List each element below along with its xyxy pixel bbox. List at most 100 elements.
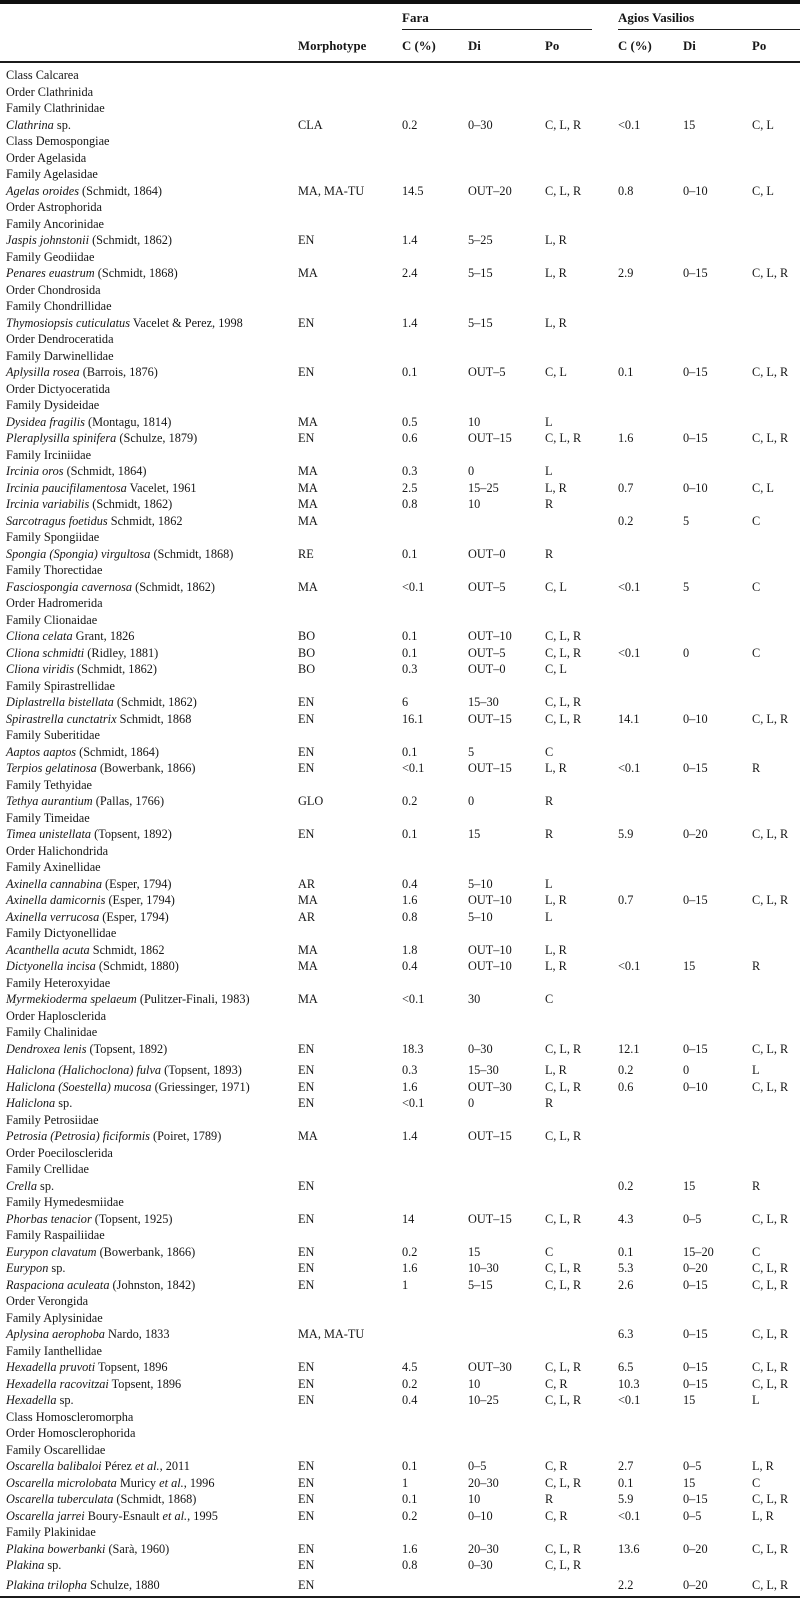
name-italic-segment: Sarcotragus foetidus bbox=[6, 513, 108, 528]
agios-depth-cell bbox=[683, 1442, 752, 1459]
taxon-name: Axinella verrucosa (Esper, 1794) bbox=[6, 909, 298, 926]
fara-cover-cell bbox=[402, 1310, 468, 1327]
agios-cover-cell bbox=[618, 909, 683, 926]
agios-depth-cell bbox=[683, 315, 752, 332]
agios-depth-cell bbox=[683, 463, 752, 480]
species-row: Plakina bowerbanki (Sarà, 1960) EN 1.6 20–3… bbox=[0, 1541, 800, 1558]
name-roman-segment: Order Homosclerophorida bbox=[6, 1426, 136, 1440]
fara-position-cell: C, L, R bbox=[545, 117, 582, 132]
fara-position-cell: C bbox=[545, 744, 554, 759]
morphotype-cell: MA bbox=[298, 266, 318, 280]
fara-position-cell: L bbox=[545, 876, 553, 891]
fara-position-cell: C, L, R bbox=[545, 1277, 582, 1292]
fara-cover-cell: 0.2 bbox=[402, 117, 418, 132]
taxon-group-row: Family Petrosiidae bbox=[0, 1112, 800, 1129]
fara-depth-cell bbox=[468, 331, 545, 348]
taxon-group-row: Family Hymedesmiidae bbox=[0, 1194, 800, 1211]
taxon-group-row: Order Halichondrida bbox=[0, 843, 800, 860]
agios-position-cell: C bbox=[752, 1244, 761, 1259]
name-italic-segment: Eurypon bbox=[6, 1261, 49, 1275]
fara-depth-cell bbox=[468, 810, 545, 827]
taxon-name: Plakina trilopha Schulze, 1880 bbox=[6, 1577, 298, 1594]
name-roman-segment: (Schmidt, 1868) bbox=[150, 546, 234, 561]
agios-cover-cell: 0.6 bbox=[618, 1079, 634, 1094]
taxon-name: Spongia (Spongia) virgultosa (Schmidt, 1… bbox=[6, 546, 298, 563]
agios-position-cell: C, L bbox=[752, 183, 774, 198]
name-italic-segment: et al. bbox=[135, 1459, 160, 1473]
fara-position-cell: L, R bbox=[545, 315, 567, 330]
agios-cover-cell bbox=[618, 744, 683, 761]
agios-cover-cell bbox=[618, 84, 683, 101]
fara-depth-cell: 10–25 bbox=[468, 1393, 499, 1407]
name-italic-segment: Hexadella racovitzai bbox=[6, 1376, 109, 1391]
agios-depth-cell: 0–20 bbox=[683, 1261, 708, 1275]
agios-position-cell bbox=[752, 661, 800, 678]
name-italic-segment: Dictyonella incisa bbox=[6, 959, 96, 973]
taxon-name: Order Haplosclerida bbox=[6, 1008, 298, 1025]
fara-depth-cell: 5–15 bbox=[468, 266, 493, 280]
taxon-name: Family Crellidae bbox=[6, 1161, 298, 1178]
name-italic-segment: Axinella cannabina bbox=[6, 876, 102, 891]
name-italic-segment: Axinella verrucosa bbox=[6, 909, 100, 924]
agios-cover-cell bbox=[618, 331, 683, 348]
fara-position-cell bbox=[545, 150, 618, 167]
morphotype-cell: EN bbox=[298, 1041, 315, 1056]
agios-cover-cell: 0.1 bbox=[618, 1244, 634, 1259]
species-row: Oscarella jarrei Boury-Esnault et al., 1… bbox=[0, 1508, 800, 1525]
fara-depth-cell: 5–15 bbox=[468, 1277, 493, 1292]
agios-cover-cell bbox=[618, 810, 683, 827]
fara-position-cell: R bbox=[545, 794, 554, 808]
fara-cover-cell bbox=[402, 67, 468, 84]
agios-position-cell: C, L bbox=[752, 480, 774, 495]
fara-depth-cell: 5–10 bbox=[468, 876, 493, 891]
agios-position-cell bbox=[752, 925, 800, 942]
fara-depth-cell bbox=[468, 282, 545, 299]
name-roman-segment: Family Ianthellidae bbox=[6, 1343, 102, 1358]
morphotype-cell bbox=[298, 1425, 402, 1442]
fara-cover-cell: 0.1 bbox=[402, 645, 418, 660]
species-row: Dictyonella incisa (Schmidt, 1880) MA 0.4 O… bbox=[0, 958, 800, 975]
agios-position-cell bbox=[752, 843, 800, 860]
name-roman-segment: sp. bbox=[48, 1261, 66, 1275]
agios-depth-cell: 0–15 bbox=[683, 431, 708, 445]
morphotype-cell bbox=[298, 150, 402, 167]
morphotype-cell bbox=[298, 100, 402, 117]
agios-depth-cell bbox=[683, 678, 752, 695]
fara-depth-cell: OUT–10 bbox=[468, 942, 512, 957]
agios-depth-cell bbox=[683, 628, 752, 645]
taxon-name: Thymosiopsis cuticulatus Vacelet & Perez… bbox=[6, 315, 298, 332]
taxon-name: Family Plakinidae bbox=[6, 1524, 298, 1541]
agios-position-cell bbox=[752, 546, 800, 563]
taxon-group-row: Order Dictyoceratida bbox=[0, 381, 800, 398]
fara-position-cell: C, L, R bbox=[545, 711, 582, 726]
fara-cover-cell: 1.6 bbox=[402, 1541, 418, 1556]
name-italic-segment: Haliclona (Soestella) mucosa bbox=[6, 1079, 152, 1094]
fara-cover-cell bbox=[402, 1442, 468, 1459]
fara-depth-cell bbox=[468, 1112, 545, 1129]
name-italic-segment: Ircinia oros bbox=[6, 464, 64, 478]
agios-depth-cell: 0–15 bbox=[683, 365, 708, 379]
fara-cover-cell bbox=[402, 678, 468, 695]
fara-position-cell bbox=[545, 678, 618, 695]
fara-depth-cell: 0–30 bbox=[468, 1041, 493, 1056]
fara-cover-cell bbox=[402, 612, 468, 629]
taxon-group-row: Family Spongiidae bbox=[0, 529, 800, 546]
fara-cover-cell: <0.1 bbox=[402, 761, 425, 775]
taxon-name: Ircinia oros (Schmidt, 1864) bbox=[6, 463, 298, 480]
fara-depth-cell: OUT–0 bbox=[468, 662, 506, 676]
name-italic-segment: Plakina trilopha bbox=[6, 1577, 87, 1592]
fara-cover-cell: 16.1 bbox=[402, 711, 424, 726]
agios-position-cell bbox=[752, 678, 800, 695]
fara-cover-cell: 0.8 bbox=[402, 909, 418, 924]
fara-cover-cell: 0.2 bbox=[402, 794, 418, 808]
agios-depth-cell: 0–15 bbox=[683, 1327, 708, 1341]
name-roman-segment: Vacelet & Perez, 1998 bbox=[130, 315, 243, 330]
agios-depth-cell bbox=[683, 1008, 752, 1025]
fara-cover-cell bbox=[402, 397, 468, 414]
name-roman-segment: Schulze, 1880 bbox=[86, 1577, 160, 1592]
morphotype-cell: MA bbox=[298, 1129, 318, 1143]
agios-position-cell: C, L, R bbox=[752, 1277, 789, 1292]
name-roman-segment: sp. bbox=[44, 1558, 62, 1572]
taxon-name: Family Ianthellidae bbox=[6, 1343, 298, 1360]
taxon-name: Haliclona (Halichoclona) fulva (Topsent,… bbox=[6, 1062, 298, 1079]
